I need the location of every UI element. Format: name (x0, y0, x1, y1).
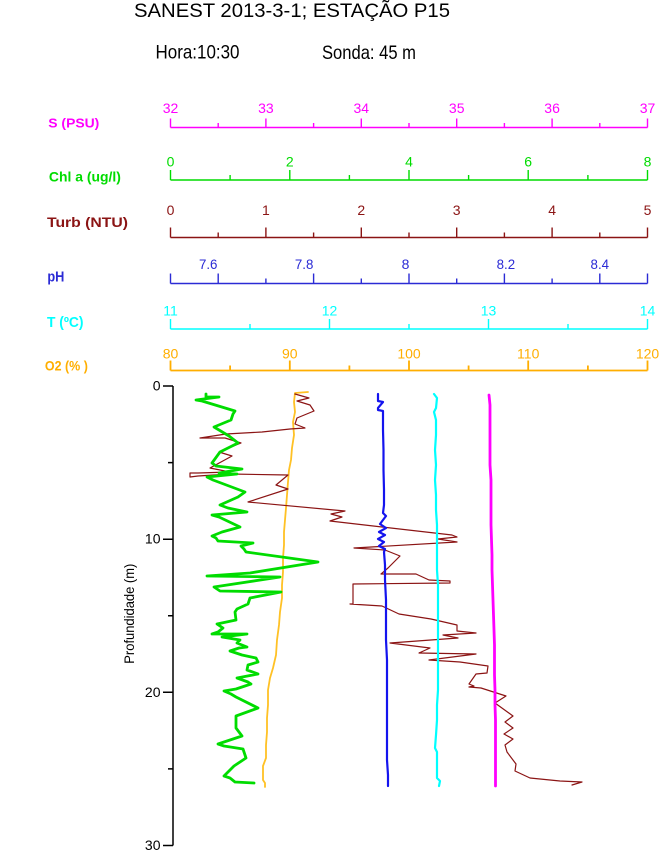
svg-text:35: 35 (449, 100, 465, 116)
svg-text:Chl a (ug/l): Chl a (ug/l) (49, 168, 121, 184)
svg-text:Turb (NTU): Turb (NTU) (47, 215, 128, 230)
svg-text:3: 3 (453, 202, 461, 218)
svg-text:33: 33 (258, 100, 274, 116)
svg-text:14: 14 (640, 303, 656, 319)
svg-text:pH: pH (47, 270, 64, 286)
svg-text:O2 (% ): O2 (% ) (45, 357, 88, 373)
svg-text:S (PSU): S (PSU) (48, 116, 99, 131)
svg-text:Hora:10:30: Hora:10:30 (156, 42, 240, 64)
svg-text:T (ºC): T (ºC) (47, 315, 84, 331)
svg-text:32: 32 (163, 100, 179, 116)
svg-text:Profundidade (m): Profundidade (m) (122, 564, 138, 664)
svg-text:10: 10 (145, 531, 161, 547)
svg-text:0: 0 (153, 378, 161, 394)
svg-text:8: 8 (402, 256, 410, 272)
svg-text:2: 2 (357, 202, 365, 218)
svg-text:12: 12 (322, 303, 338, 319)
svg-text:2: 2 (286, 154, 294, 170)
svg-text:7.8: 7.8 (295, 256, 314, 272)
svg-text:11: 11 (163, 303, 178, 319)
svg-text:4: 4 (548, 202, 556, 218)
svg-text:0: 0 (167, 202, 175, 218)
svg-text:80: 80 (163, 346, 179, 362)
svg-text:30: 30 (145, 837, 161, 853)
svg-text:34: 34 (354, 100, 370, 116)
svg-text:20: 20 (145, 684, 161, 700)
svg-text:37: 37 (640, 100, 656, 116)
svg-text:13: 13 (481, 303, 497, 319)
svg-text:SANEST 2013-3-1; ESTAÇÃO P15: SANEST 2013-3-1; ESTAÇÃO P15 (134, 0, 450, 22)
svg-text:36: 36 (544, 100, 560, 116)
svg-text:90: 90 (282, 346, 298, 362)
svg-text:100: 100 (397, 346, 421, 362)
svg-text:7.6: 7.6 (199, 256, 218, 272)
svg-text:4: 4 (405, 154, 413, 170)
svg-text:8.2: 8.2 (497, 256, 516, 272)
svg-text:5: 5 (644, 202, 652, 218)
svg-text:0: 0 (167, 154, 175, 170)
svg-text:110: 110 (517, 346, 540, 362)
svg-text:1: 1 (262, 202, 270, 218)
svg-text:Sonda: 45 m: Sonda: 45 m (322, 42, 416, 64)
svg-text:8: 8 (644, 154, 652, 170)
svg-text:120: 120 (636, 346, 660, 362)
svg-text:8.4: 8.4 (591, 256, 610, 272)
svg-text:6: 6 (524, 154, 532, 170)
